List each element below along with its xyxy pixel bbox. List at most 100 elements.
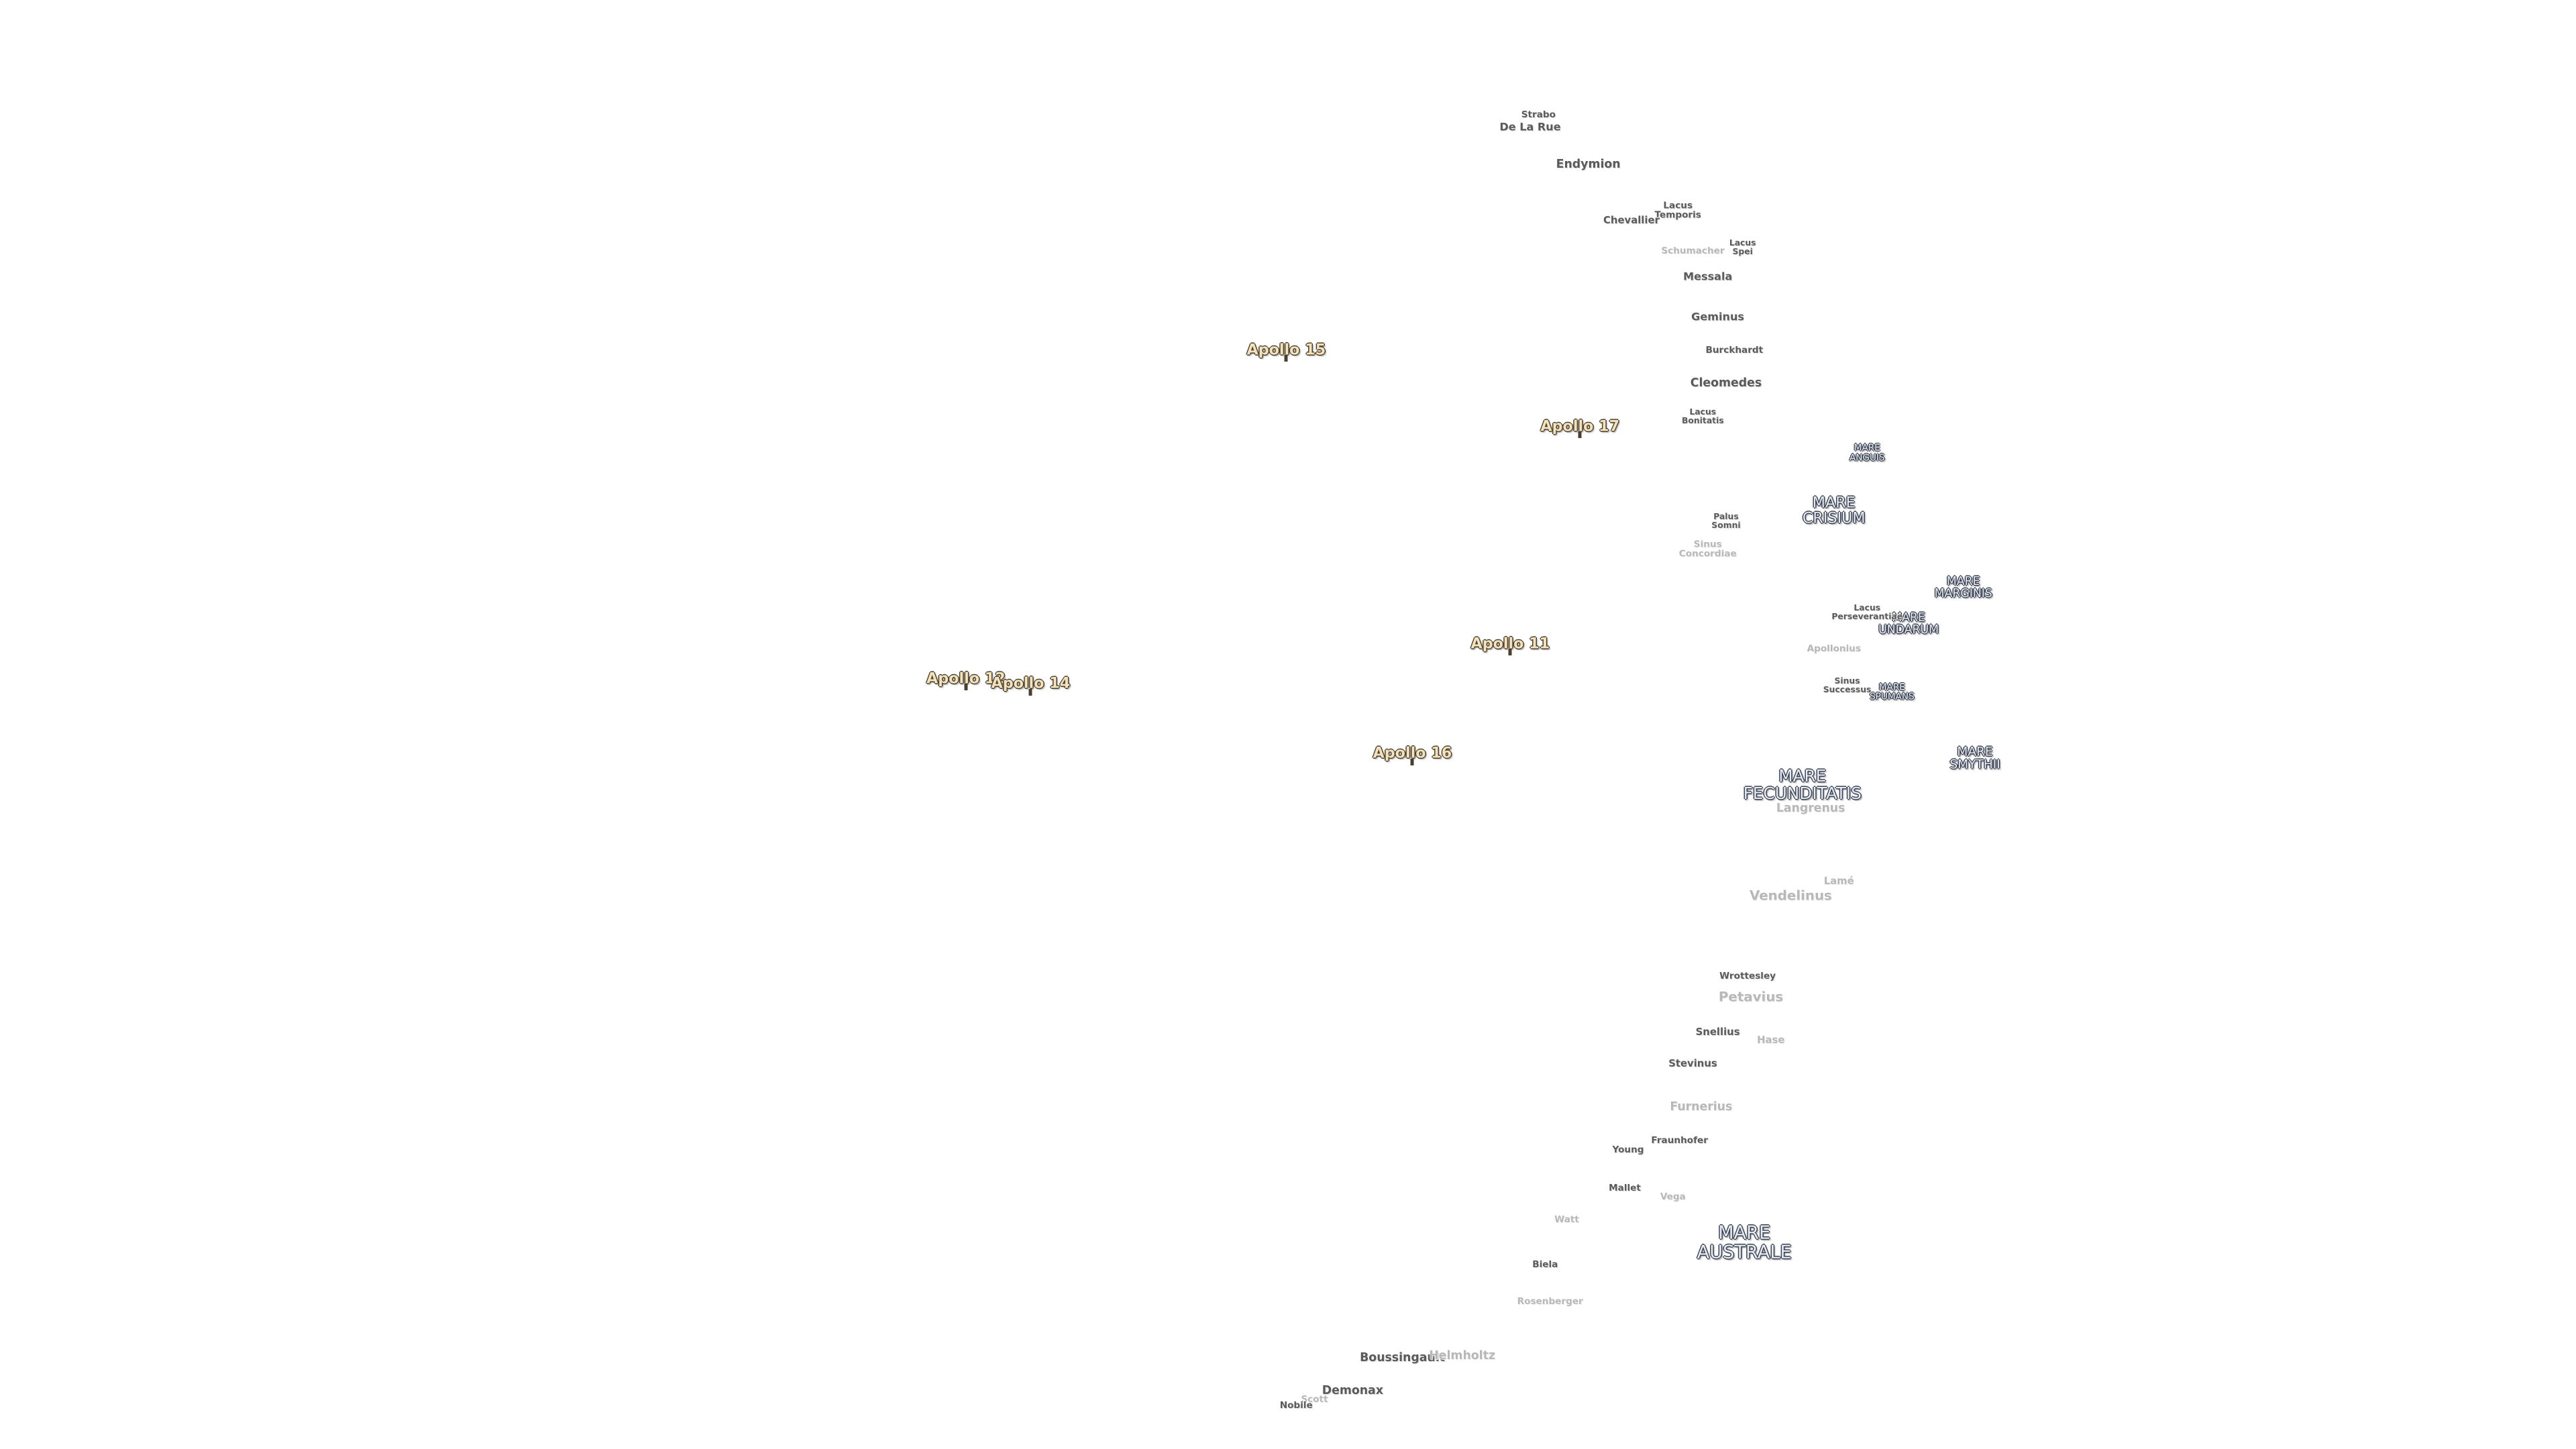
feature-label: Young bbox=[1612, 1145, 1644, 1155]
label-line: Lacus bbox=[1729, 237, 1756, 248]
label-line: Vendelinus bbox=[1750, 888, 1832, 904]
feature-label: Fraunhofer bbox=[1651, 1134, 1708, 1146]
feature-label: Cleomedes bbox=[1690, 377, 1762, 389]
feature-label: Watt bbox=[1554, 1214, 1579, 1226]
feature-label: Sinus Successus bbox=[1823, 676, 1872, 694]
label-line: SPUMANS bbox=[1870, 691, 1915, 702]
feature-label: Lacus Bonitatis bbox=[1682, 407, 1724, 425]
feature-label: Furnerius bbox=[1670, 1101, 1732, 1113]
label-line: Watt bbox=[1554, 1214, 1579, 1226]
label-line: Apollonius bbox=[1807, 643, 1861, 655]
label-line: Furnerius bbox=[1670, 1100, 1733, 1114]
apollo-site-label: Apollo 17 bbox=[1540, 417, 1620, 435]
label-line: Snellius bbox=[1695, 1026, 1740, 1038]
feature-label: Lacus Temporis bbox=[1655, 201, 1701, 221]
label-line: Fraunhofer bbox=[1651, 1134, 1708, 1146]
label-line: Apollo 14 bbox=[991, 674, 1071, 692]
feature-label: Lacus Perseverantiae bbox=[1831, 602, 1902, 621]
label-line: Young bbox=[1612, 1144, 1644, 1156]
label-line: Lacus bbox=[1663, 200, 1693, 211]
label-line: SMYTHII bbox=[1949, 757, 2000, 772]
label-line: Petavius bbox=[1718, 989, 1784, 1005]
label-line: MARE bbox=[1778, 766, 1827, 786]
label-line: MARE bbox=[1957, 745, 1993, 759]
label-line: Burckhardt bbox=[1705, 344, 1764, 356]
feature-label: Geminus bbox=[1691, 311, 1744, 323]
label-line: Mallet bbox=[1609, 1183, 1641, 1194]
mare-label: MARE AUSTRALE bbox=[1697, 1224, 1792, 1262]
feature-label: Biela bbox=[1532, 1259, 1558, 1271]
label-line: MARE bbox=[1718, 1222, 1771, 1244]
label-line: UNDARUM bbox=[1878, 623, 1939, 637]
label-line: Lacus bbox=[1854, 602, 1881, 612]
label-line: Lamé bbox=[1823, 875, 1854, 887]
landing-marker bbox=[964, 684, 968, 691]
label-line: Sinus bbox=[1693, 539, 1722, 550]
label-line: Strabo bbox=[1521, 109, 1556, 120]
feature-label: Lamé bbox=[1824, 876, 1854, 887]
label-line: Cleomedes bbox=[1690, 376, 1762, 390]
feature-label: Palus Somni bbox=[1711, 511, 1741, 530]
label-line: Hase bbox=[1757, 1034, 1785, 1046]
feature-label: De La Rue bbox=[1499, 121, 1560, 133]
label-line: Apollo 11 bbox=[1470, 635, 1550, 653]
label-line: Nobile bbox=[1279, 1400, 1313, 1411]
label-line: Scott bbox=[1301, 1393, 1328, 1405]
label-line: Spei bbox=[1732, 246, 1753, 256]
apollo-site-label: Apollo 15 bbox=[1246, 341, 1326, 359]
label-line: MARE bbox=[1812, 494, 1856, 512]
label-line: Schumacher bbox=[1661, 245, 1725, 256]
mare-label: MARE FECUNDITATIS bbox=[1743, 767, 1862, 802]
mare-label: MARE SPUMANS bbox=[1870, 682, 1915, 702]
feature-label: Schumacher bbox=[1661, 245, 1725, 256]
label-line: MARGINIS bbox=[1934, 586, 1992, 600]
label-line: Lacus bbox=[1689, 407, 1717, 417]
label-line: Wrottesley bbox=[1719, 970, 1776, 981]
feature-label: Helmholtz bbox=[1429, 1350, 1495, 1362]
feature-label: Boussingault bbox=[1360, 1350, 1445, 1364]
landing-marker bbox=[1578, 431, 1582, 439]
landing-marker bbox=[1410, 758, 1414, 765]
label-line: MARE bbox=[1878, 682, 1905, 693]
mare-label: MARE ANGUIS bbox=[1849, 443, 1885, 463]
feature-label: Wrottesley bbox=[1719, 971, 1776, 981]
label-line: Geminus bbox=[1691, 310, 1744, 323]
label-line: FECUNDITATIS bbox=[1743, 784, 1862, 804]
feature-label: Chevallier bbox=[1603, 215, 1660, 226]
label-line: Stevinus bbox=[1668, 1058, 1717, 1070]
mare-label: MARE MARGINIS bbox=[1934, 574, 1992, 600]
feature-label: Apollonius bbox=[1807, 643, 1861, 655]
landing-marker bbox=[1028, 688, 1032, 696]
feature-label: Nobile bbox=[1279, 1400, 1313, 1411]
label-line: Chevallier bbox=[1603, 215, 1660, 227]
label-line: Palus bbox=[1713, 511, 1739, 521]
label-line: Apollo 15 bbox=[1246, 341, 1326, 359]
mare-label: MARE UNDARUM bbox=[1878, 612, 1939, 637]
mare-label: MARE CRISIUM bbox=[1803, 494, 1866, 527]
feature-label: Scott bbox=[1301, 1393, 1328, 1405]
feature-label: Langrenus bbox=[1776, 802, 1845, 814]
feature-label: Demonax bbox=[1322, 1385, 1383, 1397]
label-line: Boussingault bbox=[1360, 1350, 1445, 1364]
apollo-site-label: Apollo 14 bbox=[991, 676, 1071, 692]
label-line: Successus bbox=[1823, 684, 1872, 694]
feature-label: Vega bbox=[1660, 1191, 1686, 1201]
label-line: ANGUIS bbox=[1849, 452, 1885, 464]
label-line: Temporis bbox=[1654, 210, 1701, 221]
label-line: Biela bbox=[1532, 1259, 1558, 1271]
label-line: Apollo 17 bbox=[1540, 417, 1620, 435]
feature-label: Vendelinus bbox=[1750, 888, 1832, 904]
feature-label: Snellius bbox=[1696, 1027, 1740, 1038]
label-line: Helmholtz bbox=[1429, 1349, 1495, 1363]
mare-label: MARE SMYTHII bbox=[1949, 745, 2000, 771]
feature-label: Hase bbox=[1757, 1035, 1784, 1046]
label-line: Somni bbox=[1711, 520, 1741, 530]
feature-label: Mallet bbox=[1609, 1183, 1641, 1193]
label-line: Langrenus bbox=[1776, 801, 1845, 815]
apollo-site-label: Apollo 11 bbox=[1470, 635, 1550, 653]
label-line: Apollo 12 bbox=[926, 669, 1006, 688]
label-line: Sinus bbox=[1834, 676, 1860, 686]
label-line: MARE bbox=[1946, 574, 1980, 588]
landing-marker bbox=[1284, 355, 1288, 362]
